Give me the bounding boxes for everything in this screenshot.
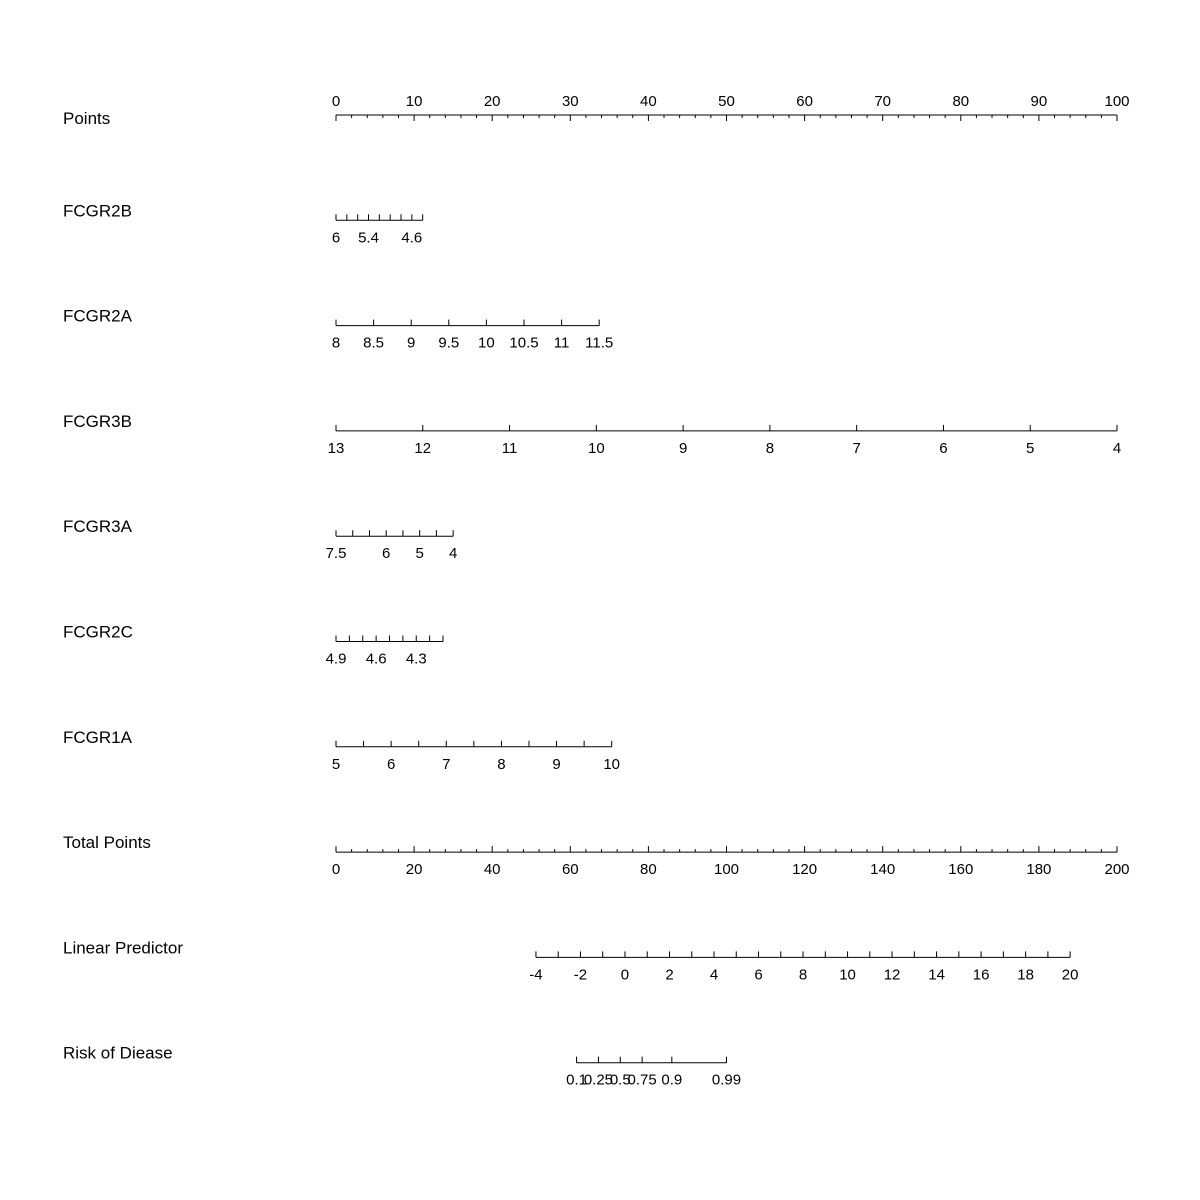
tick-label-linear-predictor: 16 [973,966,990,983]
tick-label-fcgr3b: 9 [679,440,687,457]
tick-label-points: 10 [406,93,423,110]
tick-label-points: 100 [1104,93,1129,110]
row-label-fcgr2b: FCGR2B [63,201,132,220]
tick-label-fcgr3b: 13 [328,440,345,457]
row-label-risk-of-disease: Risk of Diease [63,1044,173,1063]
row-label-fcgr1a: FCGR1A [63,728,133,747]
tick-label-points: 20 [484,93,501,110]
tick-label-linear-predictor: -2 [574,966,587,983]
tick-label-total-points: 160 [948,861,973,878]
tick-label-points: 70 [874,93,891,110]
tick-label-fcgr2c: 4.3 [406,651,427,668]
tick-label-risk-of-disease: 0.1 [566,1072,587,1089]
tick-label-fcgr1a: 7 [442,756,450,773]
tick-label-total-points: 200 [1104,861,1129,878]
row-label-points: Points [63,109,110,128]
tick-label-fcgr2a: 8.5 [363,335,384,352]
row-label-linear-predictor: Linear Predictor [63,938,183,957]
row-label-total-points: Total Points [63,833,151,852]
tick-label-total-points: 120 [792,861,817,878]
tick-label-points: 30 [562,93,579,110]
tick-label-fcgr2b: 4.6 [401,229,422,246]
tick-label-points: 40 [640,93,657,110]
tick-label-points: 0 [332,93,340,110]
tick-label-total-points: 0 [332,861,340,878]
tick-label-linear-predictor: 6 [754,966,762,983]
tick-label-points: 90 [1031,93,1048,110]
tick-label-fcgr3b: 6 [939,440,947,457]
tick-label-linear-predictor: 12 [884,966,901,983]
tick-label-fcgr2a: 8 [332,335,340,352]
tick-label-fcgr1a: 8 [497,756,505,773]
tick-label-linear-predictor: 14 [928,966,945,983]
tick-label-fcgr3b: 12 [414,440,431,457]
tick-label-linear-predictor: 20 [1062,966,1079,983]
tick-label-fcgr2b: 5.4 [358,229,379,246]
tick-label-linear-predictor: 8 [799,966,807,983]
tick-label-fcgr3b: 8 [766,440,774,457]
row-label-fcgr3b: FCGR3B [63,412,132,431]
tick-label-risk-of-disease: 0.75 [628,1072,657,1089]
tick-label-risk-of-disease: 0.25 [584,1072,613,1089]
tick-label-fcgr1a: 10 [603,756,620,773]
tick-label-linear-predictor: 10 [839,966,856,983]
tick-label-fcgr2a: 10.5 [509,335,538,352]
row-label-fcgr3a: FCGR3A [63,517,133,536]
tick-label-risk-of-disease: 0.9 [661,1072,682,1089]
tick-label-fcgr3b: 7 [852,440,860,457]
tick-label-linear-predictor: 0 [621,966,629,983]
tick-label-total-points: 20 [406,861,423,878]
tick-label-fcgr3b: 11 [502,440,518,457]
tick-label-fcgr2a: 9.5 [438,335,459,352]
tick-label-fcgr2b: 6 [332,229,340,246]
tick-label-risk-of-disease: 0.99 [712,1072,741,1089]
tick-label-points: 80 [952,93,969,110]
tick-label-fcgr3a: 6 [382,545,390,562]
tick-label-total-points: 100 [714,861,739,878]
tick-label-fcgr2a: 10 [478,335,495,352]
tick-label-fcgr1a: 9 [552,756,560,773]
tick-label-total-points: 60 [562,861,579,878]
tick-label-fcgr2c: 4.9 [326,651,347,668]
tick-label-risk-of-disease: 0.5 [610,1072,631,1089]
tick-label-fcgr1a: 5 [332,756,340,773]
tick-label-fcgr2a: 11 [554,335,570,352]
tick-label-fcgr3a: 5 [416,545,424,562]
tick-label-fcgr2a: 11.5 [585,335,613,352]
tick-label-points: 60 [796,93,813,110]
tick-label-fcgr1a: 6 [387,756,395,773]
tick-label-linear-predictor: 4 [710,966,718,983]
tick-label-total-points: 180 [1026,861,1051,878]
tick-label-fcgr3b: 4 [1113,440,1121,457]
tick-label-linear-predictor: -4 [529,966,542,983]
tick-label-linear-predictor: 2 [665,966,673,983]
row-label-fcgr2c: FCGR2C [63,623,133,642]
tick-label-linear-predictor: 18 [1017,966,1034,983]
tick-label-fcgr3b: 5 [1026,440,1034,457]
tick-label-total-points: 80 [640,861,657,878]
tick-label-fcgr3b: 10 [588,440,605,457]
tick-label-fcgr2c: 4.6 [366,651,387,668]
tick-label-total-points: 140 [870,861,895,878]
tick-label-fcgr2a: 9 [407,335,415,352]
tick-label-total-points: 40 [484,861,501,878]
tick-label-points: 50 [718,93,735,110]
tick-label-fcgr3a: 4 [449,545,457,562]
tick-label-fcgr3a: 7.5 [326,545,347,562]
row-label-fcgr2a: FCGR2A [63,307,133,326]
